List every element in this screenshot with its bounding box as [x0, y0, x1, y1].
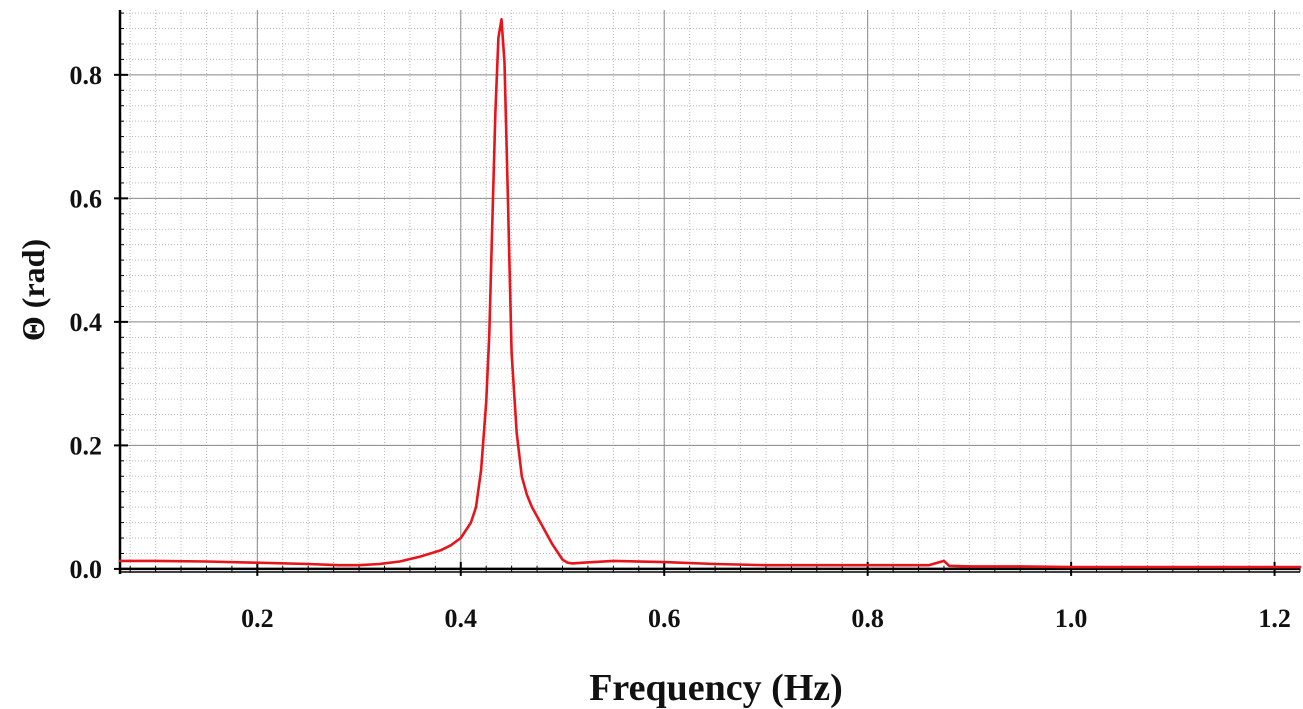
x-tick-label: 1.0: [1055, 604, 1088, 633]
x-tick-label: 0.6: [648, 604, 681, 633]
plot-background: [120, 10, 1300, 572]
y-tick-label: 0.2: [70, 431, 103, 460]
x-tick-labels: 0.2 0.4 0.6 0.8 1.0 1.2: [241, 604, 1291, 633]
y-tick-labels: 0.0 0.2 0.4 0.6 0.8: [70, 61, 103, 584]
y-tick-label: 0.0: [70, 555, 103, 584]
major-grid: [120, 10, 1300, 572]
y-tick-label: 0.4: [70, 308, 103, 337]
series-group: [118, 17, 1302, 569]
axes: [114, 10, 1301, 576]
series-line: [118, 17, 1302, 569]
y-tick-label: 0.6: [70, 184, 103, 213]
x-tick-label: 0.8: [851, 604, 884, 633]
y-tick-label: 0.8: [70, 61, 103, 90]
x-tick-label: 0.4: [445, 604, 478, 633]
y-axis-title: Θ (rad): [15, 239, 51, 341]
x-axis-title: Frequency (Hz): [589, 667, 843, 709]
x-tick-label: 0.2: [241, 604, 274, 633]
x-tick-label: 1.2: [1258, 604, 1291, 633]
